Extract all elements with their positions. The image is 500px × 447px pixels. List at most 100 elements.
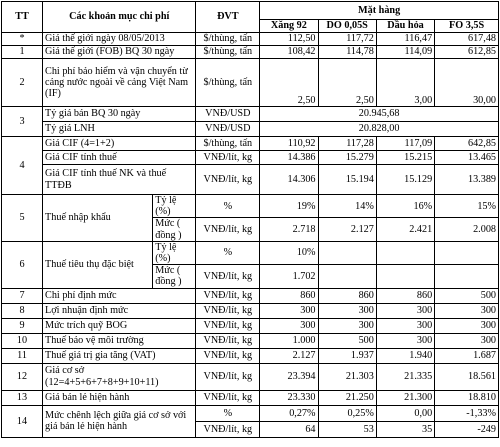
- value-cell: 18.561: [434, 362, 499, 391]
- value-cell: 1.687: [434, 347, 499, 364]
- row-label: Giá bán lẻ hiện hành: [42, 389, 197, 406]
- table-row: 9 Mức trích quỹ BOG VNĐ/lít, kg 300 300 …: [0, 317, 499, 334]
- value-cell: 300: [259, 317, 319, 334]
- row-label: Mức chênh lệch giữa giá cơ sở với giá bá…: [42, 404, 197, 438]
- value-cell: 2.718: [259, 217, 319, 242]
- value-cell: 110,92: [259, 136, 319, 151]
- value-cell: 21.303: [317, 362, 377, 391]
- value-cell: -249: [434, 420, 499, 438]
- value-cell: 21.335: [375, 362, 436, 391]
- row-unit: VNĐ/lít, kg: [195, 287, 261, 304]
- table-row: 1 Giá thế giới (FOB) BQ 30 ngày $/thùng,…: [0, 45, 499, 59]
- value-cell: 2.008: [434, 217, 499, 242]
- value-cell: [434, 264, 499, 289]
- row-unit: VNĐ/lít, kg: [195, 362, 261, 391]
- row-number: 14: [0, 404, 44, 438]
- value-cell: 30,00: [434, 58, 499, 107]
- table-row: 8 Lợi nhuận định mức VNĐ/lít, kg 300 300…: [0, 302, 499, 319]
- row-label: Tỷ giá bán BQ 30 ngày: [42, 106, 197, 122]
- merged-value-cell: 20.828,00: [259, 121, 499, 137]
- value-cell: 14.386: [259, 150, 319, 165]
- value-cell: 15.194: [317, 164, 377, 195]
- value-cell: 500: [434, 287, 499, 304]
- table-row: Giá CIF tính thuế NK và thuế TTĐB VNĐ/lí…: [2, 164, 499, 195]
- value-cell: 642,85: [434, 136, 499, 151]
- row-sublabel: Tỷ lệ (%): [152, 240, 197, 266]
- value-cell: 114,09: [375, 45, 436, 59]
- header-subrow: Xăng 92 DO 0,05S Dầu hỏa FO 3,5S: [2, 19, 499, 33]
- table-row: 11 Thuế giá trị gia tăng (VAT) VNĐ/lít, …: [0, 347, 499, 364]
- table-row: 10 Thuế bảo vệ môi trường VNĐ/lít, kg 1.…: [0, 332, 499, 349]
- row-unit: VNĐ/lít, kg: [195, 332, 261, 349]
- value-cell: [317, 264, 377, 289]
- row-label-formula: (12=4+5+6+7+8+9+10+11): [45, 376, 159, 388]
- value-cell: 15.129: [375, 164, 436, 195]
- row-unit: VNĐ/lít, kg: [195, 264, 261, 289]
- row-label: Tỷ giá LNH: [42, 121, 197, 137]
- header-col-do005s: DO 0,05S: [317, 19, 377, 33]
- value-cell: 116,47: [375, 32, 436, 46]
- header-col-xang92: Xăng 92: [259, 19, 319, 33]
- row-label: Giá cơ sở (12=4+5+6+7+8+9+10+11): [42, 362, 197, 391]
- row-unit: VNĐ/lít, kg: [195, 150, 261, 165]
- value-cell: 0,25%: [317, 404, 377, 422]
- value-cell: 1.937: [317, 347, 377, 364]
- value-cell: 2,50: [317, 58, 377, 107]
- row-number: 12: [0, 362, 44, 391]
- value-cell: 2.127: [317, 217, 377, 242]
- header-unit: ĐVT: [195, 1, 261, 33]
- row-unit: VNĐ/lít, kg: [195, 420, 261, 438]
- value-cell: [434, 240, 499, 266]
- header-item: Các khoản mục chi phí: [42, 1, 197, 33]
- table-row: 7 Chi phí định mức VNĐ/lít, kg 860 860 8…: [0, 287, 499, 304]
- table-row: 6 Thuế tiêu thụ đặc biệt Tỷ lệ (%) % 10%: [0, 240, 499, 289]
- value-cell: 1.702: [259, 264, 319, 289]
- value-cell: 300: [259, 302, 319, 319]
- value-cell: 300: [434, 317, 499, 334]
- value-cell: 117,28: [317, 136, 377, 151]
- value-cell: 13.389: [434, 164, 499, 195]
- row-number: 8: [0, 302, 44, 319]
- value-cell: 13.465: [434, 150, 499, 165]
- row-label: Giá thế giới (FOB) BQ 30 ngày: [42, 45, 197, 59]
- row-unit: $/thùng, tấn: [195, 45, 261, 59]
- header-row: TT Các khoản mục chi phí ĐVT Mặt hàng: [0, 1, 499, 33]
- value-cell: 15.279: [317, 150, 377, 165]
- table-row: 3 Tỷ giá bán BQ 30 ngày VNĐ/USD 20.945,6…: [0, 106, 499, 137]
- row-label: Chi phí bảo hiểm và vận chuyển từ cảng n…: [42, 58, 197, 107]
- row-sublabel: Mức ( đồng ): [152, 217, 197, 242]
- row-unit: %: [195, 193, 261, 219]
- row-sublabel: Tỷ lệ (%): [152, 193, 197, 219]
- value-cell: [317, 240, 377, 266]
- value-cell: 612,85: [434, 45, 499, 59]
- value-cell: 500: [317, 332, 377, 349]
- value-cell: 300: [317, 302, 377, 319]
- value-cell: 2.421: [375, 217, 436, 242]
- row-unit: $/thùng, tấn: [195, 58, 261, 107]
- table-row: Tỷ giá LNH VNĐ/USD 20.828,00: [2, 121, 499, 137]
- value-cell: 23.394: [259, 362, 319, 391]
- value-cell: 35: [375, 420, 436, 438]
- table-row: Giá CIF tính thuế VNĐ/lít, kg 14.386 15.…: [2, 150, 499, 165]
- value-cell: 300: [434, 302, 499, 319]
- row-unit: VNĐ/lít, kg: [195, 164, 261, 195]
- table-row: 14 Mức chênh lệch giữa giá cơ sở với giá…: [0, 404, 499, 438]
- value-cell: 15.215: [375, 150, 436, 165]
- value-cell: 860: [375, 287, 436, 304]
- value-cell: 112,50: [259, 32, 319, 46]
- value-cell: 14%: [317, 193, 377, 219]
- value-cell: 117,09: [375, 136, 436, 151]
- row-label: Giá thế giới ngày 08/05/2013: [42, 32, 197, 46]
- row-number: 6: [0, 240, 44, 289]
- header-col-dauhoa: Dầu hỏa: [375, 19, 436, 33]
- price-structure-table: TT Các khoản mục chi phí ĐVT Mặt hàng Xă…: [0, 1, 499, 438]
- row-unit: %: [195, 240, 261, 266]
- row-label-line1: Giá cơ sở: [45, 365, 85, 377]
- value-cell: 617,48: [434, 32, 499, 46]
- row-label: Chi phí định mức: [42, 287, 197, 304]
- table-row: VNĐ/lít, kg 64 53 35 -249: [2, 420, 499, 438]
- value-cell: 15%: [434, 193, 499, 219]
- value-cell: 64: [259, 420, 319, 438]
- value-cell: 300: [434, 332, 499, 349]
- value-cell: 860: [259, 287, 319, 304]
